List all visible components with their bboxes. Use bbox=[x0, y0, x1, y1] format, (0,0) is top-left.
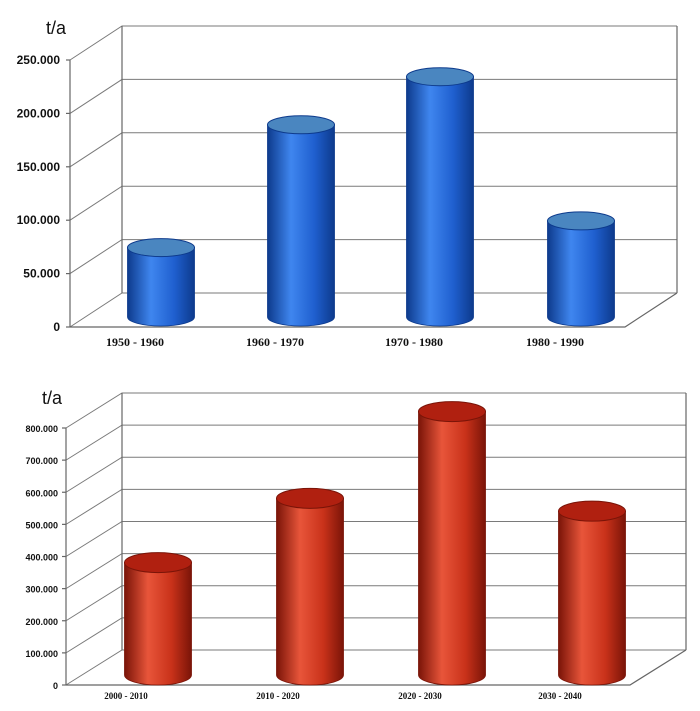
bar bbox=[547, 211, 615, 327]
x-tick-label: 1980 - 1990 bbox=[526, 335, 584, 349]
x-tick-label: 2010 - 2020 bbox=[256, 691, 300, 701]
bar bbox=[127, 238, 195, 327]
chart-top: t/a 0 50.000 100.000 150.000 200.000 250.000 19… bbox=[17, 18, 678, 349]
y-tick-label: 50.000 bbox=[23, 267, 60, 281]
bar bbox=[124, 552, 192, 686]
x-tick-label: 1970 - 1980 bbox=[385, 335, 443, 349]
x-tick-label: 2020 - 2030 bbox=[398, 691, 442, 701]
bar bbox=[558, 500, 626, 686]
bar-body bbox=[547, 220, 615, 327]
y-tick-label: 700.000 bbox=[25, 456, 58, 466]
gridline bbox=[69, 25, 677, 61]
y-tick-label: 400.000 bbox=[25, 553, 58, 563]
gridline bbox=[65, 456, 686, 493]
bar-top bbox=[276, 487, 344, 509]
y-tick-label: 300.000 bbox=[25, 585, 58, 595]
bar-top bbox=[124, 552, 192, 574]
bar-top bbox=[406, 67, 474, 87]
y-tick-label: 250.000 bbox=[17, 53, 61, 67]
gridline bbox=[69, 132, 677, 168]
y-tick-label: 100.000 bbox=[25, 649, 58, 659]
gridline bbox=[65, 392, 686, 429]
bar-top bbox=[267, 115, 335, 135]
y-tick-label: 0 bbox=[53, 320, 60, 334]
bar-body bbox=[267, 124, 335, 327]
gridline bbox=[65, 424, 686, 461]
chart-bottom: t/a 0 100.000 200.000 300.000 400.000 500.000 6… bbox=[25, 388, 687, 701]
x-tick-label: 1960 - 1970 bbox=[246, 335, 304, 349]
y-tick-label: 100.000 bbox=[17, 213, 61, 227]
gridline bbox=[69, 78, 677, 114]
bar bbox=[267, 115, 335, 327]
y-tick-label: 200.000 bbox=[17, 106, 61, 120]
bar-body bbox=[127, 247, 195, 327]
bar-top bbox=[127, 238, 195, 258]
y-tick-label: 200.000 bbox=[25, 617, 58, 627]
bar-top bbox=[558, 500, 626, 522]
y-tick-label: 500.000 bbox=[25, 520, 58, 530]
bar-top bbox=[547, 211, 615, 231]
x-tick-label: 2030 - 2040 bbox=[538, 691, 582, 701]
bar bbox=[276, 487, 344, 686]
bar-top bbox=[418, 401, 486, 423]
y-tick-label: 0 bbox=[53, 681, 58, 691]
y-tick-label: 150.000 bbox=[17, 160, 61, 174]
bar-body bbox=[418, 411, 486, 686]
y-axis-title: t/a bbox=[42, 388, 63, 408]
floor-edge bbox=[66, 649, 687, 686]
bar-body bbox=[124, 562, 192, 686]
bar-body bbox=[276, 497, 344, 686]
bar bbox=[418, 401, 486, 686]
bar-body bbox=[406, 76, 474, 327]
bar bbox=[406, 67, 474, 327]
bar-body bbox=[558, 510, 626, 686]
y-tick-label: 800.000 bbox=[25, 424, 58, 434]
x-tick-label: 2000 - 2010 bbox=[104, 691, 148, 701]
y-axis-title: t/a bbox=[46, 18, 67, 38]
y-tick-label: 600.000 bbox=[25, 488, 58, 498]
floor-edge bbox=[70, 292, 678, 328]
x-tick-label: 1950 - 1960 bbox=[106, 335, 164, 349]
